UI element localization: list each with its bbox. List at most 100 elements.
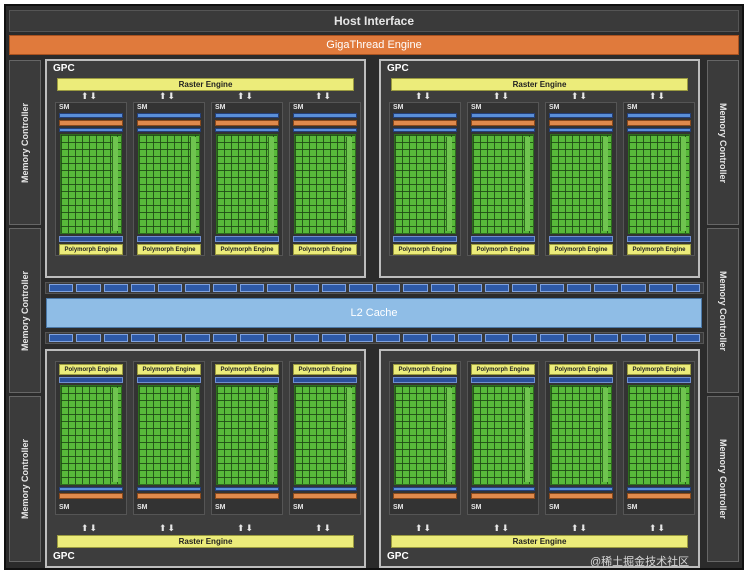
arrow-down-icon: ⬆⬇ [159, 523, 177, 533]
sm-label: SM [59, 504, 70, 511]
l2-cache: L2 Cache [46, 298, 702, 328]
warp-scheduler [215, 120, 279, 126]
memory-segment [294, 284, 319, 292]
load-store-units [627, 377, 691, 383]
memory-segment [212, 284, 237, 292]
memory-segment [457, 334, 482, 342]
memory-segment [376, 334, 401, 342]
polymorph-engine: Polymorph Engine [627, 364, 691, 375]
memory-segment [158, 334, 183, 342]
polymorph-engine: Polymorph Engine [627, 244, 691, 255]
memory-segment [321, 334, 346, 342]
sm-label: SM [215, 104, 226, 111]
streaming-multiprocessor: SM Polymorph Engine [211, 361, 283, 515]
memory-controller-label: Memory Controller [718, 102, 728, 183]
cuda-cores [138, 385, 200, 485]
memory-segment [566, 334, 591, 342]
gpc-label: GPC [387, 63, 409, 74]
memory-segment [430, 334, 455, 342]
streaming-multiprocessor: SM Polymorph Engine [389, 361, 461, 515]
warp-scheduler [393, 120, 457, 126]
memory-segment [239, 284, 264, 292]
memory-segment [103, 334, 128, 342]
polymorph-engine: Polymorph Engine [471, 364, 535, 375]
memory-controller-left-0: Memory Controller [9, 60, 41, 225]
memory-segment [49, 334, 74, 342]
memory-segment [239, 334, 264, 342]
memory-segment [348, 284, 373, 292]
instruction-cache [471, 113, 535, 118]
streaming-multiprocessor: SM Polymorph Engine [289, 102, 361, 256]
arrow-down-icon: ⬆⬇ [493, 523, 511, 533]
register-file [471, 487, 535, 491]
streaming-multiprocessor: SM Polymorph Engine [467, 361, 539, 515]
memory-segment [594, 334, 619, 342]
register-file [59, 487, 123, 491]
l2-memory-band-bottom [45, 332, 704, 344]
cuda-cores [294, 134, 356, 234]
instruction-cache [293, 113, 357, 118]
memory-controller-label: Memory Controller [20, 270, 30, 351]
load-store-units [137, 236, 201, 242]
sm-label: SM [137, 504, 148, 511]
memory-controller-label: Memory Controller [20, 102, 30, 183]
polymorph-engine: Polymorph Engine [137, 364, 201, 375]
gigathread-engine: GigaThread Engine [9, 35, 739, 55]
load-store-units [393, 236, 457, 242]
streaming-multiprocessor: SM Polymorph Engine [467, 102, 539, 256]
memory-segment [675, 284, 700, 292]
polymorph-engine: Polymorph Engine [215, 244, 279, 255]
memory-controller-left-1: Memory Controller [9, 228, 41, 393]
sm-label: SM [627, 104, 638, 111]
register-file [137, 128, 201, 132]
warp-scheduler [137, 493, 201, 499]
cuda-cores [472, 134, 534, 234]
load-store-units [59, 236, 123, 242]
arrow-down-icon: ⬆⬇ [159, 91, 177, 101]
sm-label: SM [471, 104, 482, 111]
warp-scheduler [549, 493, 613, 499]
memory-segment [185, 334, 210, 342]
raster-engine: Raster Engine [391, 535, 688, 548]
memory-segment [512, 284, 537, 292]
polymorph-engine: Polymorph Engine [59, 244, 123, 255]
gpc-2: GPC Raster Engine ⬆⬇ SM Polymorph Engine ⬆⬇ SM… [45, 349, 366, 568]
streaming-multiprocessor: SM Polymorph Engine [389, 102, 461, 256]
register-file [293, 128, 357, 132]
memory-segment [566, 284, 591, 292]
sm-label: SM [137, 104, 148, 111]
warp-scheduler [293, 120, 357, 126]
cuda-cores [550, 385, 612, 485]
streaming-multiprocessor: SM Polymorph Engine [623, 102, 695, 256]
memory-segment [376, 284, 401, 292]
arrow-down-icon: ⬆⬇ [649, 523, 667, 533]
memory-segment [76, 284, 101, 292]
warp-scheduler [393, 493, 457, 499]
memory-controller-right-5: Memory Controller [707, 396, 739, 562]
arrow-down-icon: ⬆⬇ [315, 91, 333, 101]
sm-label: SM [549, 104, 560, 111]
arrow-down-icon: ⬆⬇ [415, 91, 433, 101]
gpc-1: GPC Raster Engine ⬆⬇ SM Polymorph Engine ⬆⬇ SM… [379, 59, 700, 278]
cuda-cores [138, 134, 200, 234]
gpc-0: GPC Raster Engine ⬆⬇ SM Polymorph Engine ⬆⬇ SM… [45, 59, 366, 278]
memory-segment [621, 284, 646, 292]
polymorph-engine: Polymorph Engine [293, 244, 357, 255]
memory-controller-label: Memory Controller [20, 438, 30, 520]
load-store-units [393, 377, 457, 383]
sm-label: SM [471, 504, 482, 511]
register-file [59, 128, 123, 132]
load-store-units [215, 236, 279, 242]
cuda-cores [60, 385, 122, 485]
cuda-cores [294, 385, 356, 485]
memory-segment [212, 334, 237, 342]
memory-segment [403, 334, 428, 342]
streaming-multiprocessor: SM Polymorph Engine [133, 361, 205, 515]
instruction-cache [215, 113, 279, 118]
warp-scheduler [59, 493, 123, 499]
memory-segment [103, 284, 128, 292]
memory-segment [348, 334, 373, 342]
gpc-label: GPC [53, 551, 75, 562]
cuda-cores [216, 385, 278, 485]
instruction-cache [393, 113, 457, 118]
